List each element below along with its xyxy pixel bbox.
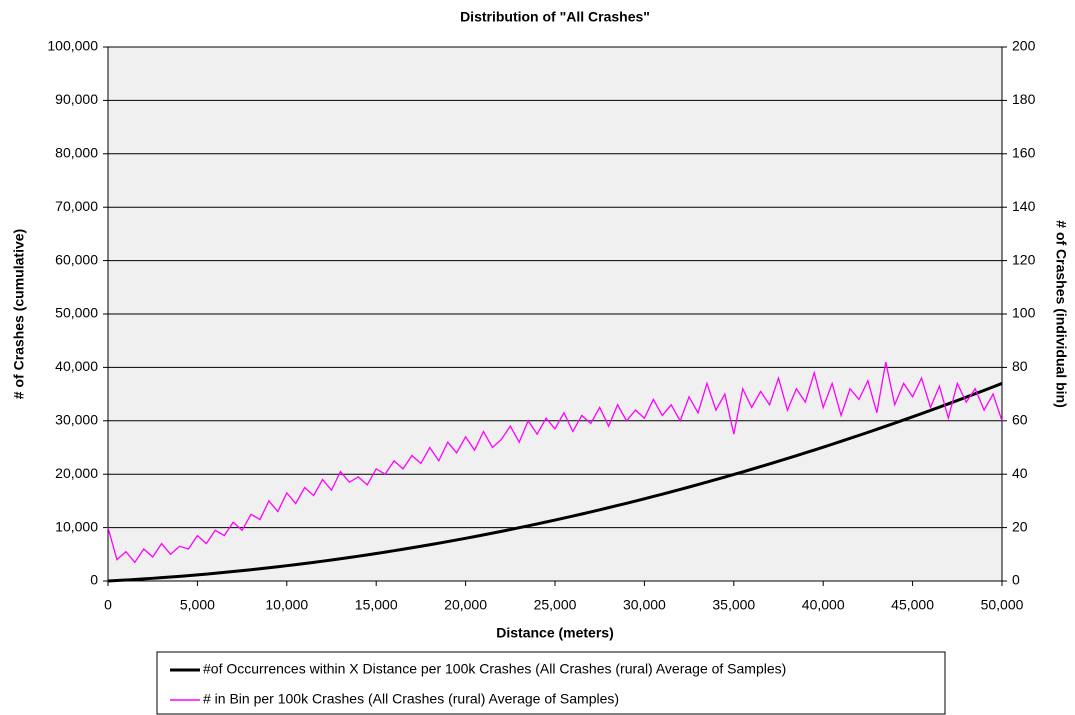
x-tick-label: 10,000 (265, 597, 308, 613)
x-tick-label: 15,000 (355, 597, 398, 613)
x-tick-label: 30,000 (623, 597, 666, 613)
x-tick-label: 35,000 (712, 597, 755, 613)
y2-tick-label: 200 (1012, 38, 1036, 54)
y-tick-label: 50,000 (55, 305, 98, 321)
y2-tick-label: 60 (1012, 412, 1028, 428)
legend-label: # in Bin per 100k Crashes (All Crashes (… (203, 691, 619, 707)
x-axis-title: Distance (meters) (496, 625, 614, 641)
y-tick-label: 70,000 (55, 198, 98, 214)
legend (156, 651, 946, 715)
y-tick-label: 100,000 (47, 38, 98, 54)
x-tick-label: 50,000 (981, 597, 1024, 613)
x-tick-label: 40,000 (802, 597, 845, 613)
y2-tick-label: 40 (1012, 465, 1028, 481)
legend-label: #of Occurrences within X Distance per 10… (203, 661, 786, 677)
y2-tick-label: 20 (1012, 518, 1028, 534)
series-line (107, 382, 1003, 583)
y-tick-label: 20,000 (55, 465, 98, 481)
y-tick-label: 0 (90, 572, 98, 588)
x-tick-label: 20,000 (444, 597, 487, 613)
y-axis-title: # of Crashes (cumulative) (11, 229, 27, 399)
y2-tick-label: 180 (1012, 91, 1036, 107)
x-tick-label: 5,000 (180, 597, 215, 613)
y2-axis-title: # of Crashes (individual bin) (1053, 220, 1069, 407)
chart-title: Distribution of "All Crashes" (460, 9, 650, 25)
x-tick-label: 25,000 (534, 597, 577, 613)
y2-tick-label: 160 (1012, 145, 1036, 161)
y2-tick-label: 80 (1012, 358, 1028, 374)
y-tick-label: 30,000 (55, 412, 98, 428)
series-line (107, 361, 1003, 564)
y-tick-label: 10,000 (55, 518, 98, 534)
x-tick-label: 45,000 (891, 597, 934, 613)
y2-tick-label: 140 (1012, 198, 1036, 214)
y-tick-label: 40,000 (55, 358, 98, 374)
y-tick-label: 90,000 (55, 91, 98, 107)
y2-tick-label: 120 (1012, 251, 1036, 267)
x-tick-label: 0 (104, 597, 112, 613)
y-tick-label: 60,000 (55, 251, 98, 267)
y2-tick-label: 100 (1012, 305, 1036, 321)
y2-tick-label: 0 (1012, 572, 1020, 588)
y-tick-label: 80,000 (55, 145, 98, 161)
